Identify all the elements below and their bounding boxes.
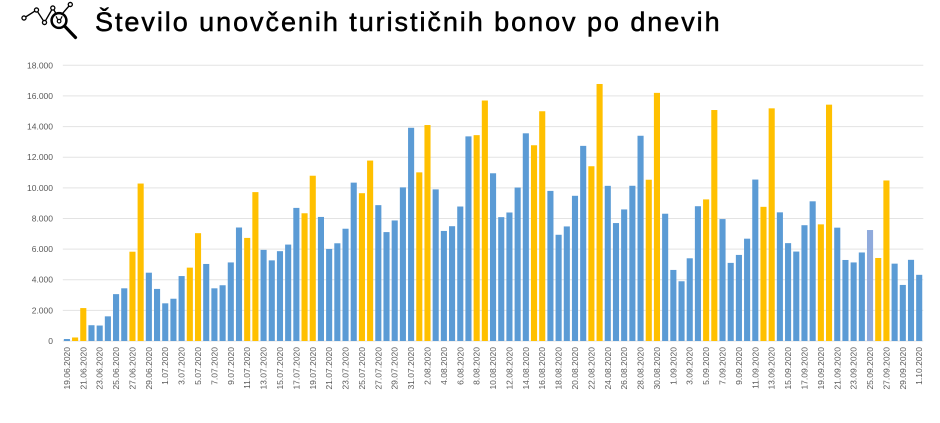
svg-text:17.09.2020: 17.09.2020 bbox=[799, 347, 809, 390]
svg-text:0: 0 bbox=[48, 336, 53, 346]
svg-text:5.07.2020: 5.07.2020 bbox=[193, 347, 203, 385]
svg-text:11.09.2020: 11.09.2020 bbox=[750, 347, 760, 389]
svg-text:18.000: 18.000 bbox=[27, 60, 53, 70]
svg-text:19.07.2020: 19.07.2020 bbox=[308, 347, 318, 390]
svg-text:8.000: 8.000 bbox=[32, 213, 54, 223]
svg-text:3.09.2020: 3.09.2020 bbox=[685, 347, 695, 385]
svg-text:27.06.2020: 27.06.2020 bbox=[127, 347, 137, 390]
svg-text:15.09.2020: 15.09.2020 bbox=[783, 347, 793, 390]
svg-text:6.000: 6.000 bbox=[32, 244, 54, 254]
svg-text:23.06.2020: 23.06.2020 bbox=[95, 347, 105, 390]
svg-text:14.08.2020: 14.08.2020 bbox=[521, 347, 531, 390]
svg-text:23.09.2020: 23.09.2020 bbox=[849, 347, 859, 390]
svg-text:25.07.2020: 25.07.2020 bbox=[357, 347, 367, 390]
svg-text:29.09.2020: 29.09.2020 bbox=[898, 347, 908, 390]
svg-text:25.06.2020: 25.06.2020 bbox=[111, 347, 121, 390]
svg-text:29.07.2020: 29.07.2020 bbox=[390, 347, 400, 390]
svg-text:13.07.2020: 13.07.2020 bbox=[259, 347, 269, 390]
svg-text:16.000: 16.000 bbox=[27, 91, 53, 101]
svg-text:5.09.2020: 5.09.2020 bbox=[701, 347, 711, 385]
svg-text:15.07.2020: 15.07.2020 bbox=[275, 347, 285, 390]
svg-text:25.09.2020: 25.09.2020 bbox=[865, 347, 875, 390]
svg-text:7.09.2020: 7.09.2020 bbox=[718, 347, 728, 385]
svg-text:9.07.2020: 9.07.2020 bbox=[226, 347, 236, 385]
svg-text:6.08.2020: 6.08.2020 bbox=[455, 347, 465, 385]
svg-text:7.07.2020: 7.07.2020 bbox=[209, 347, 219, 385]
svg-text:12.000: 12.000 bbox=[27, 152, 53, 162]
svg-text:19.06.2020: 19.06.2020 bbox=[62, 347, 72, 390]
svg-text:26.08.2020: 26.08.2020 bbox=[619, 347, 629, 390]
svg-text:29.06.2020: 29.06.2020 bbox=[144, 347, 154, 390]
svg-text:12.08.2020: 12.08.2020 bbox=[504, 347, 514, 390]
svg-text:1.09.2020: 1.09.2020 bbox=[668, 347, 678, 385]
svg-text:11.07.2020: 11.07.2020 bbox=[242, 347, 252, 389]
svg-text:19.09.2020: 19.09.2020 bbox=[816, 347, 826, 390]
svg-text:10.08.2020: 10.08.2020 bbox=[488, 347, 498, 390]
svg-text:2.000: 2.000 bbox=[32, 305, 54, 315]
svg-text:23.07.2020: 23.07.2020 bbox=[341, 347, 351, 390]
svg-text:8.08.2020: 8.08.2020 bbox=[472, 347, 482, 385]
svg-text:27.07.2020: 27.07.2020 bbox=[373, 347, 383, 390]
svg-text:3.07.2020: 3.07.2020 bbox=[177, 347, 187, 385]
svg-text:24.08.2020: 24.08.2020 bbox=[603, 347, 613, 390]
svg-text:16.08.2020: 16.08.2020 bbox=[537, 347, 547, 390]
svg-text:28.08.2020: 28.08.2020 bbox=[636, 347, 646, 390]
svg-text:4.000: 4.000 bbox=[32, 275, 54, 285]
svg-text:4.08.2020: 4.08.2020 bbox=[439, 347, 449, 385]
svg-text:21.07.2020: 21.07.2020 bbox=[324, 347, 334, 390]
svg-text:21.06.2020: 21.06.2020 bbox=[78, 347, 88, 390]
svg-text:18.08.2020: 18.08.2020 bbox=[554, 347, 564, 390]
svg-text:14.000: 14.000 bbox=[27, 122, 53, 132]
svg-text:2.08.2020: 2.08.2020 bbox=[422, 347, 432, 385]
svg-text:Število unovčenih turističnih: Število unovčenih turističnih bonov po d… bbox=[95, 6, 722, 37]
svg-text:22.08.2020: 22.08.2020 bbox=[586, 347, 596, 390]
svg-text:20.08.2020: 20.08.2020 bbox=[570, 347, 580, 390]
svg-text:13.09.2020: 13.09.2020 bbox=[767, 347, 777, 390]
svg-text:30.08.2020: 30.08.2020 bbox=[652, 347, 662, 390]
svg-text:9.09.2020: 9.09.2020 bbox=[734, 347, 744, 385]
svg-text:31.07.2020: 31.07.2020 bbox=[406, 347, 416, 390]
svg-text:17.07.2020: 17.07.2020 bbox=[291, 347, 301, 390]
svg-text:27.09.2020: 27.09.2020 bbox=[881, 347, 891, 390]
svg-text:1.10.2020: 1.10.2020 bbox=[914, 347, 924, 385]
svg-text:21.09.2020: 21.09.2020 bbox=[832, 347, 842, 390]
svg-text:10.000: 10.000 bbox=[27, 183, 53, 193]
svg-text:1.07.2020: 1.07.2020 bbox=[160, 347, 170, 385]
